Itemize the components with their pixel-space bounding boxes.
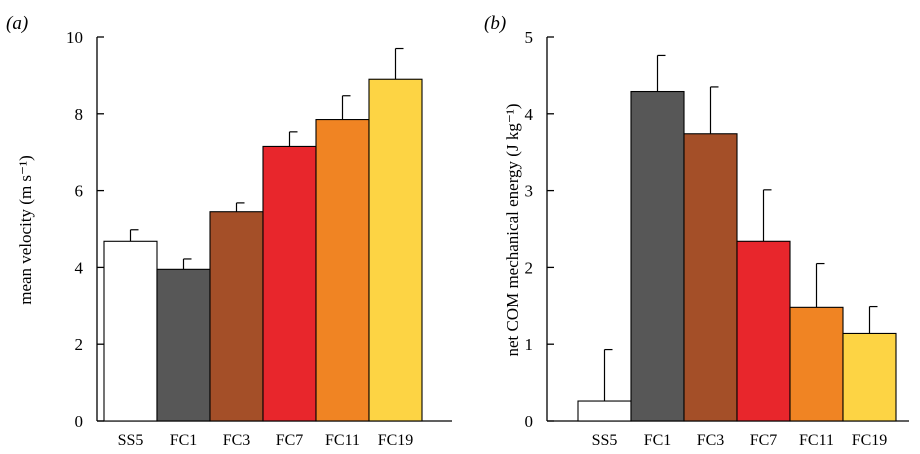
y-tick-label-b-1: 1 <box>525 335 534 354</box>
bars-group-a: 0 2 4 6 8 10 SS5 FC1 FC3 FC7 FC11 FC19 <box>66 28 423 449</box>
category-label-b-fc3: FC3 <box>697 432 725 449</box>
y-tick-label-b-2: 2 <box>525 258 534 277</box>
y-axis-label-b: net COM mechanical energy (J kg⁻¹) <box>503 103 522 356</box>
category-label-b-fc1: FC1 <box>644 432 672 449</box>
bar-a-fc19 <box>368 78 423 422</box>
category-label-a-fc11: FC11 <box>325 432 360 449</box>
category-label-a-fc7: FC7 <box>276 432 304 449</box>
bar-a-fc1 <box>156 268 211 422</box>
y-tick-label-a-2: 4 <box>75 258 84 277</box>
category-label-b-fc7: FC7 <box>750 432 778 449</box>
category-label-b-fc11: FC11 <box>799 432 834 449</box>
y-tick-label-a-0: 0 <box>75 412 84 431</box>
category-label-a-ss5: SS5 <box>118 432 144 449</box>
y-tick-label-b-4: 4 <box>525 105 534 124</box>
chart-panel-b: (b) net COM mechanical energy (J kg⁻¹) 0… <box>484 13 909 449</box>
chart-panel-a: (a) mean velocity (m s⁻¹) 0 2 4 6 8 10 SS5 FC1 F… <box>6 13 452 449</box>
bar-b-fc7 <box>736 240 791 422</box>
bar-a-fc7 <box>262 145 317 422</box>
bar-a-ss5 <box>103 240 158 422</box>
bar-b-fc3 <box>683 133 738 422</box>
y-tick-label-b-5: 5 <box>525 28 534 47</box>
y-tick-label-a-1: 2 <box>75 335 84 354</box>
panel-label-b: (b) <box>484 13 506 34</box>
bar-b-fc19 <box>842 332 897 422</box>
bar-b-fc11 <box>789 306 844 422</box>
bars-group-b: 0 1 2 3 4 5 SS5 FC1 FC3 FC7 FC11 FC19 <box>525 28 897 449</box>
y-tick-label-b-0: 0 <box>525 412 534 431</box>
bar-a-fc3 <box>209 211 264 422</box>
bar-b-ss5 <box>577 400 632 422</box>
y-tick-label-a-4: 8 <box>75 105 84 124</box>
category-label-a-fc1: FC1 <box>170 432 198 449</box>
y-tick-label-a-3: 6 <box>75 182 84 201</box>
bar-b-fc1 <box>630 90 685 422</box>
panel-label-a: (a) <box>6 13 28 34</box>
category-label-b-ss5: SS5 <box>592 432 618 449</box>
y-axis-label-a: mean velocity (m s⁻¹) <box>16 155 35 305</box>
bar-a-fc11 <box>315 119 370 422</box>
y-tick-label-b-3: 3 <box>525 182 534 201</box>
category-label-a-fc19: FC19 <box>378 432 414 449</box>
y-tick-label-a-5: 10 <box>66 28 83 47</box>
category-label-a-fc3: FC3 <box>223 432 251 449</box>
category-label-b-fc19: FC19 <box>852 432 888 449</box>
